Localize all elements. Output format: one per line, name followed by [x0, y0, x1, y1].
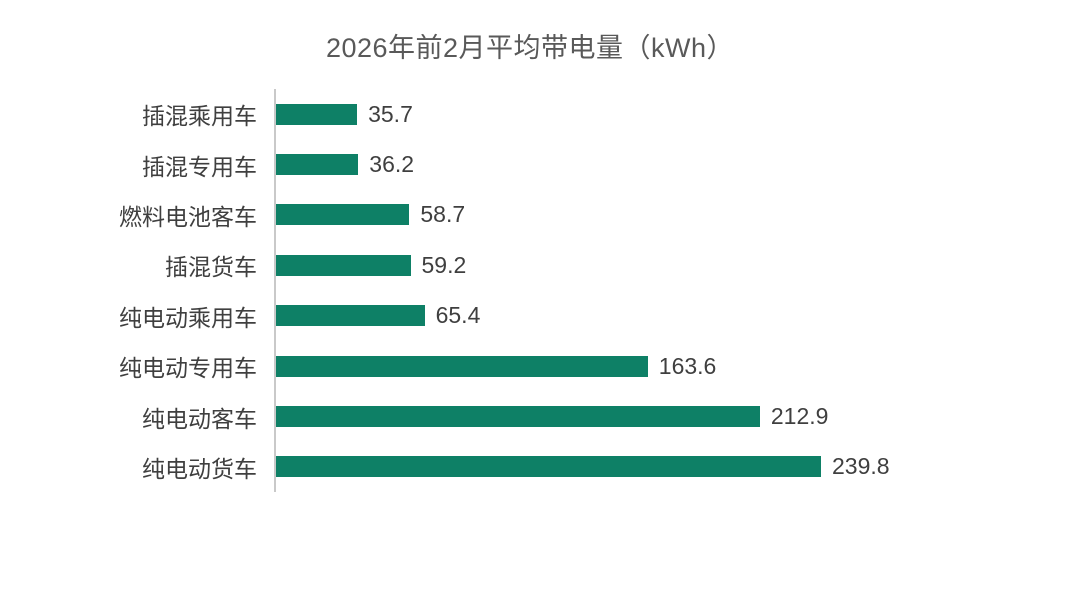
bar-row: 纯电动专用车 163.6 — [0, 340, 1080, 392]
category-label: 燃料电池客车 — [119, 203, 257, 230]
bar-row: 插混乘用车 35.7 — [0, 89, 1080, 140]
bar-row: 插混货车 59.2 — [0, 240, 1080, 291]
bar-track: 36.2 — [274, 139, 1080, 190]
value-label: 163.6 — [658, 352, 717, 379]
value-label: 36.2 — [369, 151, 415, 178]
category-label: 纯电动客车 — [142, 405, 257, 432]
bar-track: 65.4 — [274, 290, 1080, 341]
category-label: 纯电动货车 — [142, 455, 257, 482]
bar-track: 58.7 — [274, 189, 1080, 241]
category-label: 插混专用车 — [142, 153, 257, 180]
bar-track: 212.9 — [274, 391, 1080, 442]
bar — [276, 456, 821, 478]
bar-track: 163.6 — [274, 340, 1080, 392]
bar — [276, 154, 359, 176]
chart-title: 2026年前2月平均带电量（kWh） — [325, 33, 735, 63]
bar-row: 燃料电池客车 58.7 — [0, 189, 1080, 241]
bar — [276, 406, 760, 428]
category-label: 插混货车 — [165, 254, 257, 281]
bar-row: 纯电动货车 239.8 — [0, 441, 1080, 493]
bar — [276, 204, 410, 226]
category-label: 插混乘用车 — [142, 103, 257, 130]
bar-rows: 插混乘用车 35.7 插混专用车 36.2 燃料电池客车 58.7 插混货车 59.2 纯电动乘… — [0, 89, 1080, 493]
bar-row: 纯电动客车 212.9 — [0, 391, 1080, 442]
category-label: 纯电动乘用车 — [119, 304, 257, 331]
bar-track: 35.7 — [274, 89, 1080, 140]
bar-track: 59.2 — [274, 240, 1080, 291]
bar-track: 239.8 — [274, 441, 1080, 493]
bar — [276, 355, 648, 377]
bar-row: 纯电动乘用车 65.4 — [0, 290, 1080, 341]
bar — [276, 254, 411, 276]
value-label: 239.8 — [832, 453, 890, 480]
category-label: 纯电动专用车 — [119, 355, 257, 382]
bar — [276, 305, 425, 327]
bar-row: 插混专用车 36.2 — [0, 139, 1080, 190]
value-label: 212.9 — [770, 403, 829, 430]
bar — [276, 103, 358, 125]
value-label: 65.4 — [435, 302, 481, 329]
value-label: 35.7 — [368, 100, 413, 127]
value-label: 58.7 — [420, 201, 466, 228]
value-label: 59.2 — [421, 251, 467, 278]
